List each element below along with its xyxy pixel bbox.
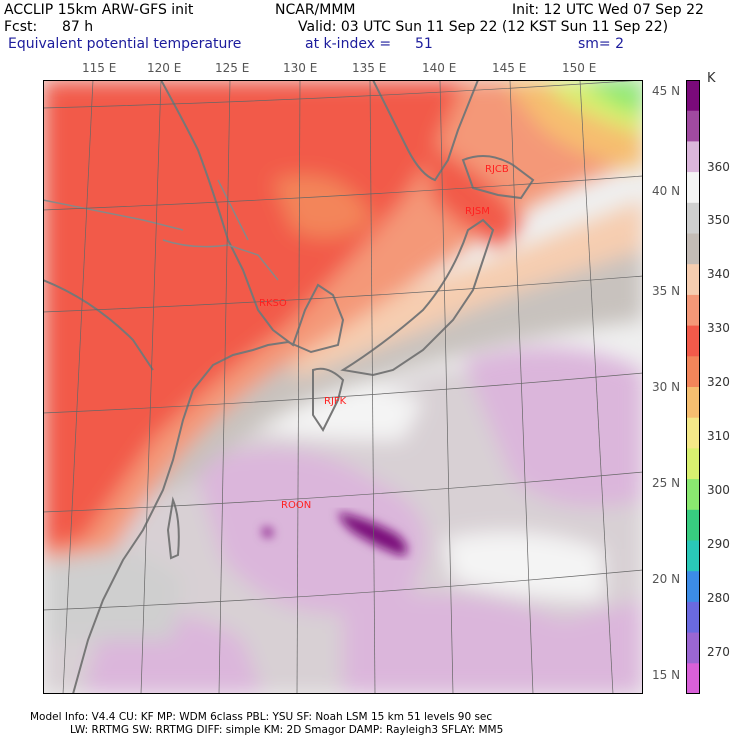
colorbar-swatch	[686, 294, 700, 327]
theta-e-field	[43, 80, 643, 694]
lat-label: 15 N	[652, 668, 681, 682]
model-info-line2: LW: RRTMG SW: RRTMG DIFF: simple KM: 2D …	[70, 724, 504, 736]
map-frame	[43, 80, 643, 694]
model-info-line1: Model Info: V4.4 CU: KF MP: WDM 6class P…	[30, 711, 493, 723]
lat-label: 25 N	[652, 476, 681, 490]
colorbar-label: 350	[707, 213, 730, 227]
lon-label: 130 E	[283, 61, 318, 75]
colorbar-swatch	[686, 601, 700, 634]
station-label: RJFK	[324, 396, 347, 407]
colorbar-label: 300	[707, 483, 730, 497]
lon-label: 140 E	[422, 61, 457, 75]
level-label: at k-index =	[305, 36, 392, 52]
colorbar	[686, 80, 700, 694]
colorbar-swatch	[686, 110, 700, 142]
colorbar-swatch	[686, 264, 700, 296]
colorbar-frame	[686, 80, 700, 694]
country-borders	[43, 179, 279, 281]
colorbar-swatch	[686, 663, 700, 694]
colorbar-label: 340	[707, 267, 730, 281]
colorbar-swatch	[686, 80, 700, 112]
colorbar-label: 320	[707, 375, 730, 389]
colorbar-swatch	[686, 540, 700, 572]
lon-label: 120 E	[147, 61, 182, 75]
lon-label: 145 E	[492, 61, 527, 75]
station-label: ROON	[281, 500, 311, 511]
field-name: Equivalent potential temperature	[8, 36, 242, 52]
station-label: RKSO	[259, 298, 287, 309]
smoothing-label: sm= 2	[578, 36, 625, 52]
init-time: Init: 12 UTC Wed 07 Sep 22	[512, 2, 704, 18]
level-value: 51	[415, 36, 433, 52]
lat-label: 45 N	[652, 84, 681, 98]
lat-label: 40 N	[652, 184, 681, 198]
colorbar-label: 290	[707, 537, 730, 551]
graticule	[43, 80, 643, 694]
station-label: RJSM	[465, 206, 490, 217]
colorbar-label: 360	[707, 160, 730, 174]
colorbar-swatch	[686, 233, 700, 265]
colorbar-swatch	[686, 479, 700, 511]
station-label: RJCB	[485, 164, 509, 175]
colorbar-swatch	[686, 417, 700, 449]
lon-label: 115 E	[82, 61, 117, 75]
colorbar-label: 280	[707, 591, 730, 605]
lat-label: 20 N	[652, 572, 681, 586]
colorbar-label: 330	[707, 321, 730, 335]
coastlines	[43, 80, 535, 694]
colorbar-unit: K	[707, 71, 716, 86]
forecast-hour: 87 h	[62, 19, 94, 35]
theta-e-max-patch	[263, 512, 407, 556]
valid-time: Valid: 03 UTC Sun 11 Sep 22 (12 KST Sun …	[298, 19, 669, 35]
colorbar-swatch	[686, 448, 700, 480]
lon-label: 125 E	[215, 61, 250, 75]
colorbar-swatch	[686, 632, 700, 664]
map-panel: RJCB RJSM RKSO RJFK ROON	[43, 80, 643, 694]
colorbar-swatch	[686, 509, 700, 541]
lon-label: 135 E	[352, 61, 387, 75]
lat-label: 30 N	[652, 380, 681, 394]
colorbar-swatch	[686, 387, 700, 419]
colorbar-swatch	[686, 172, 700, 204]
center-label: NCAR/MMM	[275, 2, 356, 18]
colorbar-swatch	[686, 325, 700, 357]
lon-label: 150 E	[562, 61, 597, 75]
model-title: ACCLIP 15km ARW-GFS init	[4, 2, 194, 18]
forecast-label: Fcst:	[4, 19, 38, 35]
lat-label: 35 N	[652, 284, 681, 298]
colorbar-swatch	[686, 571, 700, 603]
colorbar-swatch	[686, 202, 700, 234]
colorbar-label: 270	[707, 645, 730, 659]
colorbar-swatch	[686, 356, 700, 388]
colorbar-swatch	[686, 141, 700, 173]
colorbar-label: 310	[707, 429, 730, 443]
